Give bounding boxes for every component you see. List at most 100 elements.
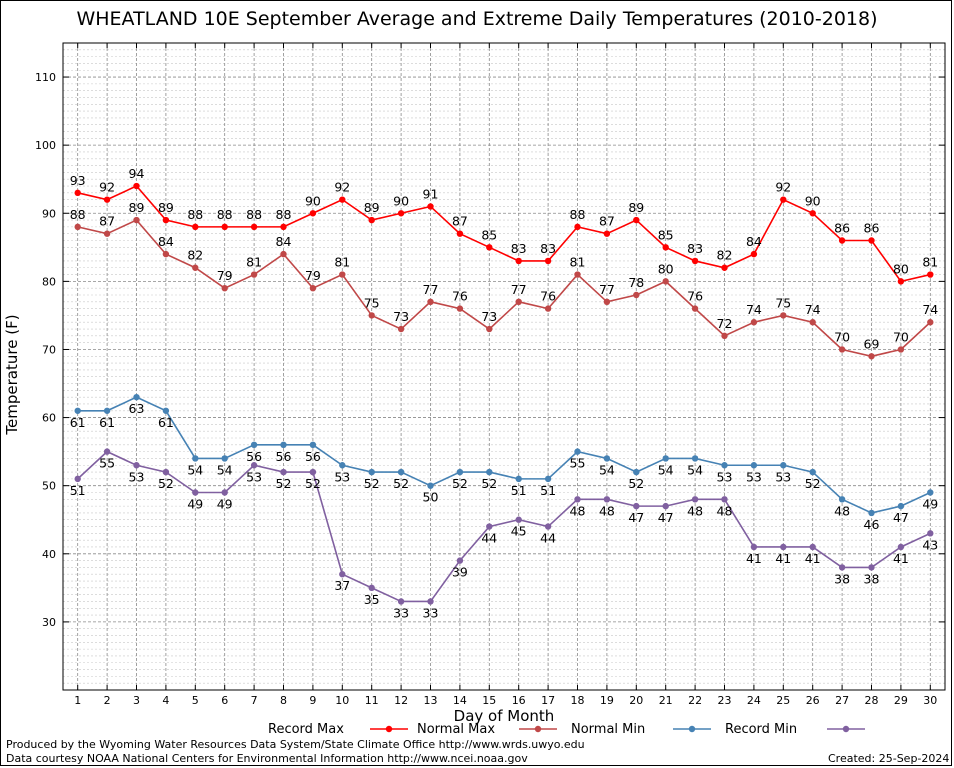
data-label: 38 [864,571,880,586]
data-point [103,230,111,237]
data-point [574,271,581,278]
data-point [309,441,317,449]
data-point [456,230,464,237]
x-tick-label: 15 [482,694,496,707]
data-point [809,319,816,326]
data-point [486,325,493,333]
data-label: 88 [276,207,292,222]
data-label: 92 [99,180,115,195]
x-tick-label: 9 [309,694,316,707]
data-point [544,475,552,483]
series-normal-max: 88 87 89 84 82 79 81 84 79 81 75 73 77 76 73 77 76 81 77 78… [70,200,938,360]
data-label: 38 [834,571,850,586]
data-point [280,223,287,231]
data-label: 92 [334,180,350,195]
data-label: 89 [158,200,174,215]
data-label: 52 [276,476,292,491]
x-tick-label: 7 [251,694,258,707]
data-point [838,564,846,571]
data-point [221,284,228,292]
data-label: 75 [364,295,380,310]
data-point [780,312,787,319]
data-label: 82 [187,248,203,263]
data-label: 89 [129,200,145,215]
data-label: 94 [129,166,145,181]
data-label: 92 [775,180,791,195]
data-label: 48 [687,503,703,518]
data-label: 90 [305,193,321,208]
legend-label: Normal Max [417,722,495,737]
data-label: 80 [893,261,909,276]
data-point [897,502,905,510]
data-label: 54 [687,462,703,477]
data-label: 55 [570,456,586,471]
data-label: 74 [922,302,938,317]
data-label: 72 [717,316,733,331]
data-point [74,407,81,414]
data-label: 48 [717,503,733,518]
data-label: 70 [893,329,909,344]
data-label: 53 [334,469,350,484]
data-point [633,216,640,224]
data-point [250,271,258,278]
y-tick-label: 50 [42,480,56,493]
y-tick-label: 80 [42,275,56,288]
data-label: 70 [834,329,850,344]
data-label: 61 [158,415,174,430]
data-label: 49 [187,496,203,511]
data-label: 91 [423,186,439,201]
data-label: 46 [864,517,880,532]
data-point [339,571,346,578]
data-point [897,543,905,551]
data-point [486,244,493,251]
x-tick-label: 1 [74,694,81,707]
data-label: 47 [658,510,674,525]
data-label: 52 [393,476,409,491]
data-point [250,223,258,231]
data-point [603,230,611,237]
data-label: 51 [540,483,556,498]
data-label: 85 [658,227,674,242]
data-point [133,393,140,401]
data-point [897,278,905,285]
data-label: 52 [158,476,174,491]
data-label: 45 [511,524,527,539]
x-tick-label: 14 [453,694,467,707]
y-tick-label: 100 [35,139,56,152]
grid-lines [63,42,945,690]
data-point [309,284,317,292]
data-label: 35 [364,592,380,607]
data-label: 44 [540,531,556,546]
data-point [662,455,669,462]
data-point [544,305,552,312]
data-point [750,543,758,551]
series-record-min: 51 55 53 52 49 49 53 52 52 37 35 33 33 39 44 45 44 48 48 47… [70,448,938,620]
data-label: 73 [393,309,409,324]
x-tick-label: 4 [162,694,169,707]
data-point [74,475,81,483]
data-label: 87 [99,214,115,229]
data-label: 86 [834,221,850,236]
x-tick-label: 29 [894,694,908,707]
data-label: 41 [893,551,909,566]
chart-title: WHEATLAND 10E September Average and Extr… [76,8,878,30]
data-point [721,264,728,271]
data-point [427,203,434,210]
data-label: 85 [481,227,497,242]
data-point [339,462,346,469]
data-point [603,298,611,305]
data-point [339,196,346,203]
data-label: 90 [393,193,409,208]
data-point [192,223,199,231]
data-label: 53 [129,469,145,484]
data-label: 33 [423,605,439,620]
data-label: 56 [305,449,321,464]
x-tick-label: 30 [923,694,937,707]
data-point [250,462,258,469]
data-point [221,455,228,462]
legend-marker [385,725,393,733]
y-tick-label: 60 [42,412,56,425]
data-label: 69 [864,336,880,351]
data-point [486,468,493,476]
